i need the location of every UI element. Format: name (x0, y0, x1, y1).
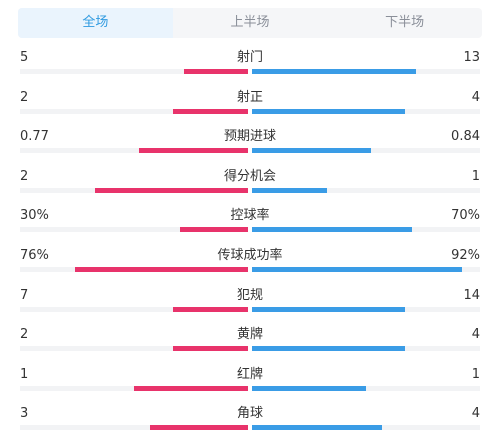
stat-label: 犯规 (236, 287, 263, 303)
away-bar (252, 148, 371, 154)
away-bar (252, 227, 412, 233)
home-track (20, 148, 248, 154)
stat-row: 2 射正 4 (0, 80, 500, 120)
stat-label: 传球成功率 (217, 247, 283, 263)
away-bar (252, 108, 405, 114)
away-bar (252, 187, 328, 193)
stat-row: 2 黄牌 4 (0, 317, 500, 357)
home-value: 3 (20, 406, 29, 422)
stats-list: 5 射门 13 2 射正 4 0.77 预期进球 0.84 2 得分机会 1 (0, 40, 500, 436)
home-track (20, 227, 248, 233)
stat-row: 1 红牌 1 (0, 357, 500, 397)
away-value: 13 (463, 50, 480, 65)
away-value: 1 (471, 366, 480, 382)
away-bar (252, 346, 405, 352)
home-bar (134, 385, 248, 391)
stat-row: 76% 传球成功率 92% (0, 238, 500, 278)
stat-label: 射正 (236, 89, 263, 105)
home-bar (184, 69, 248, 74)
home-value: 7 (20, 287, 29, 303)
stat-row: 2 得分机会 1 (0, 159, 500, 199)
away-value: 1 (471, 168, 480, 184)
stat-label: 角球 (236, 406, 263, 422)
tab-full-match[interactable]: 全场 (18, 8, 173, 38)
stat-row: 5 射门 13 (0, 40, 500, 80)
period-tabs: 全场 上半场 下半场 (18, 8, 482, 38)
home-track (20, 385, 248, 391)
away-track (252, 346, 480, 352)
away-track (252, 69, 480, 74)
home-track (20, 306, 248, 312)
away-value: 4 (471, 327, 480, 343)
home-value: 5 (20, 50, 29, 65)
home-value: 2 (20, 89, 29, 105)
away-value: 4 (471, 406, 480, 422)
stat-row: 0.77 预期进球 0.84 (0, 119, 500, 159)
away-value: 70% (451, 208, 480, 224)
home-value: 2 (20, 168, 29, 184)
home-bar (74, 266, 248, 272)
home-track (20, 69, 248, 74)
away-bar (252, 306, 405, 312)
away-bar (252, 69, 417, 74)
away-bar (252, 385, 366, 391)
stat-row: 3 角球 4 (0, 396, 500, 436)
stat-row: 7 犯规 14 (0, 278, 500, 318)
away-bar (252, 425, 382, 431)
tab-second-half[interactable]: 下半场 (385, 15, 425, 30)
home-bar (179, 227, 248, 233)
away-track (252, 306, 480, 312)
home-value: 30% (20, 208, 49, 224)
away-bar (252, 266, 462, 272)
home-track (20, 346, 248, 352)
away-track (252, 266, 480, 272)
home-bar (172, 306, 248, 312)
home-bar (172, 346, 248, 352)
away-track (252, 108, 480, 114)
home-value: 2 (20, 327, 29, 343)
home-value: 0.77 (20, 129, 49, 145)
away-value: 14 (463, 287, 480, 303)
home-bar (149, 425, 248, 431)
away-value: 4 (471, 89, 480, 105)
away-track (252, 227, 480, 233)
away-track (252, 425, 480, 431)
home-track (20, 425, 248, 431)
stat-label: 控球率 (230, 208, 270, 224)
stat-label: 得分机会 (223, 168, 276, 184)
stat-row: 30% 控球率 70% (0, 198, 500, 238)
home-value: 76% (20, 247, 49, 263)
home-track (20, 187, 248, 193)
stat-label: 预期进球 (223, 129, 276, 145)
home-value: 1 (20, 366, 29, 382)
away-value: 0.84 (451, 129, 480, 145)
home-bar (138, 148, 248, 154)
tab-first-half[interactable]: 上半场 (230, 15, 270, 30)
home-track (20, 266, 248, 272)
away-track (252, 385, 480, 391)
away-value: 92% (451, 247, 480, 263)
stat-label: 射门 (236, 50, 263, 65)
home-track (20, 108, 248, 114)
home-bar (172, 108, 248, 114)
stat-label: 黄牌 (236, 327, 263, 343)
away-track (252, 187, 480, 193)
stat-label: 红牌 (236, 366, 263, 382)
home-bar (95, 187, 248, 193)
away-track (252, 148, 480, 154)
